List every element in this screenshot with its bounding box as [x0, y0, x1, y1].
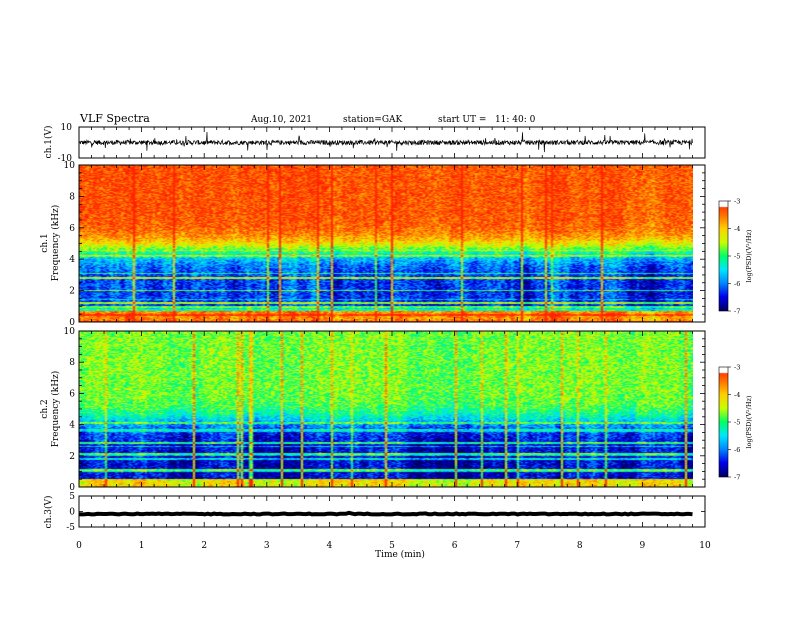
frequency-tick-label: 4: [69, 421, 75, 431]
colorbar-tick-label: -6: [734, 280, 740, 288]
ch1-spectrogram-image: [79, 165, 693, 322]
ch1-colorbar-label: log(PSD)(V²/Hz): [745, 229, 753, 282]
ch2-spectrogram-image: [79, 331, 693, 487]
time-tick-label: 10: [699, 541, 711, 551]
ch3-waveform-panel: 5 0 -5 ch.3(V): [43, 492, 706, 533]
figure-date: Aug.10, 2021: [250, 115, 312, 125]
ch2-spectrogram-ylabel-frequency: Frequency (kHz): [50, 371, 61, 448]
figure-start-time: start UT = 11: 40: 0: [438, 115, 536, 125]
ch2-colorbar-label: log(PSD)(V²/Hz): [745, 395, 753, 448]
colorbar-tick-label: -4: [734, 225, 740, 233]
ch1-colorbar-ticks: -3 -4 -5 -6 -7: [728, 198, 740, 316]
frequency-tick-label: 4: [69, 255, 75, 265]
colorbar-tick-label: -6: [734, 446, 740, 454]
figure-station: station=GAK: [343, 115, 403, 125]
ch1-ytick-bottom: -10: [58, 154, 73, 164]
ch2-spectrogram-yticks: 0 2 4 6 8 10: [64, 327, 705, 493]
colorbar-tick-label: -4: [734, 391, 740, 399]
frequency-tick-label: 6: [69, 224, 75, 234]
time-axis-label: Time (min): [375, 549, 425, 560]
ch1-colorbar: [719, 201, 728, 311]
colorbar-tick-label: -5: [734, 419, 740, 427]
frequency-tick-label: 0: [69, 318, 75, 328]
ch3-waveform-xticks: [78, 496, 706, 527]
colorbar-tick-label: -3: [734, 198, 740, 206]
ch1-spectrogram-xticks: [78, 165, 706, 322]
ch3-ytick-label: -5: [66, 523, 75, 533]
frequency-tick-label: 0: [69, 483, 75, 493]
ch2-colorbar-ticks: -3 -4 -5 -6 -7: [728, 364, 740, 482]
ch3-waveform-yticks: 5 0 -5: [66, 492, 705, 533]
frequency-tick-label: 6: [69, 389, 75, 399]
ch3-ytick-label: 0: [69, 508, 75, 518]
time-tick-label: 2: [201, 541, 207, 551]
time-tick-label: 6: [452, 541, 458, 551]
ch3-waveform-trace: [78, 510, 693, 517]
colorbar-tick-label: -5: [734, 253, 740, 261]
time-axis-tick-labels: 0 1 2 3 4 5 6 7 8 9 10: [76, 541, 711, 551]
frequency-tick-label: 8: [69, 358, 75, 368]
frequency-tick-label: 8: [69, 192, 75, 202]
time-tick-label: 8: [577, 541, 583, 551]
colorbar-tick-label: -3: [734, 364, 740, 372]
ch3-ytick-label: 5: [69, 492, 75, 502]
ch1-spectrogram-ylabel-channel: ch.1: [40, 233, 50, 252]
ch2-colorbar: [719, 367, 728, 477]
time-tick-label: 5: [389, 541, 395, 551]
colorbar-tick-label: -7: [734, 474, 740, 482]
time-tick-label: 0: [76, 541, 82, 551]
time-tick-label: 9: [640, 541, 646, 551]
ch2-spectrogram-xticks: [78, 331, 706, 487]
ch1-waveform-panel: 10 -10 ch.1(V): [43, 123, 706, 164]
ch3-waveform-ylabel: ch.3(V): [43, 496, 54, 529]
ch2-spectrogram-ylabel-channel: ch.2: [40, 399, 50, 418]
ch1-waveform-xticks: [78, 127, 706, 158]
frequency-tick-label: 10: [64, 327, 76, 337]
frequency-tick-label: 10: [64, 161, 76, 171]
frequency-tick-label: 2: [69, 287, 75, 297]
time-tick-label: 4: [327, 541, 333, 551]
ch1-ytick-top: 10: [61, 123, 73, 133]
time-tick-label: 1: [139, 541, 145, 551]
ch1-waveform-ylabel: ch.1(V): [43, 126, 54, 159]
time-tick-label: 7: [514, 541, 520, 551]
frequency-tick-label: 2: [69, 452, 75, 462]
ch1-spectrogram-ylabel-frequency: Frequency (kHz): [50, 205, 61, 282]
ch1-spectrogram-yticks: 0 2 4 6 8 10: [64, 161, 705, 328]
colorbar-tick-label: -7: [734, 308, 740, 316]
figure-title: VLF Spectra: [79, 112, 150, 125]
ch1-waveform-trace: [78, 131, 693, 153]
time-tick-label: 3: [264, 541, 270, 551]
